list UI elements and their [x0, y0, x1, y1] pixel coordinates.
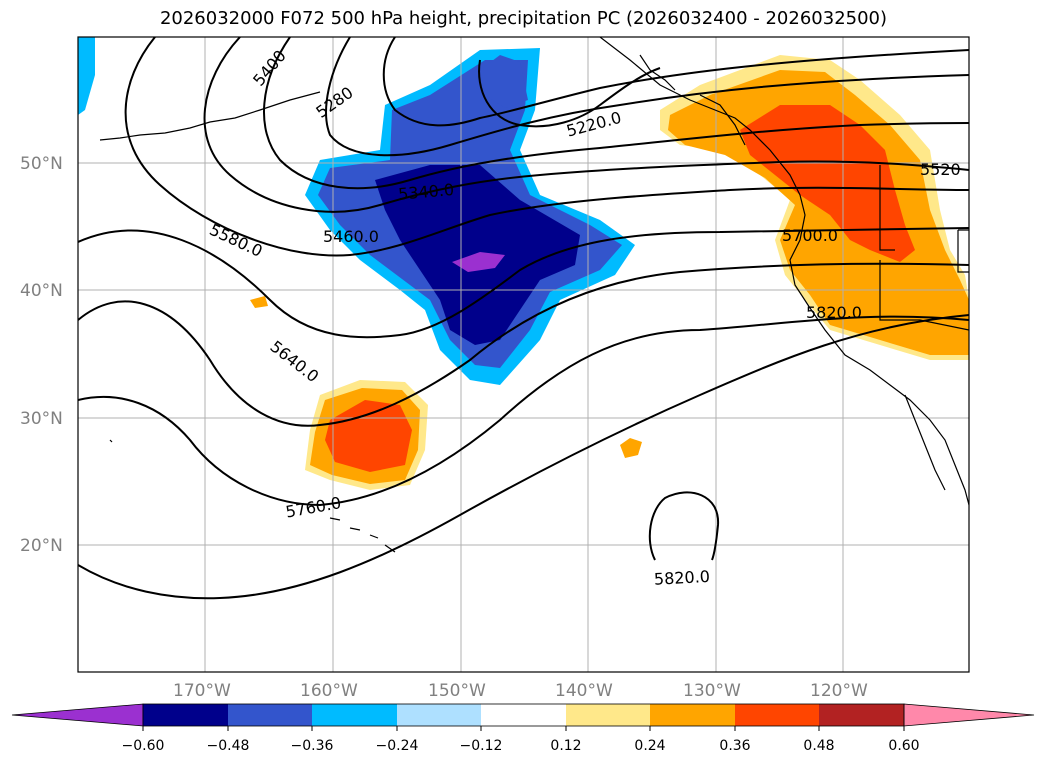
map-frame — [77, 36, 970, 673]
colorbar-tick-label: 0.36 — [719, 738, 750, 754]
lat-label: 50°N — [20, 154, 63, 174]
colorbar-tick-label: 0.48 — [803, 738, 834, 754]
colorbar-bin — [819, 704, 904, 726]
lon-label: 140°W — [555, 681, 613, 701]
longitude-labels: 170°W 160°W 150°W 140°W 130°W 120°W — [173, 681, 868, 701]
colorbar-bin — [566, 704, 650, 726]
latitude-labels: 50°N 40°N 30°N 20°N — [20, 154, 63, 556]
colorbar-tick-label: 0.60 — [888, 738, 919, 754]
contour-label: 5820.0 — [806, 303, 862, 322]
colorbar-ticks — [142, 726, 905, 731]
lat-label: 40°N — [20, 281, 63, 301]
colorbar-bin — [650, 704, 735, 726]
colorbar-bin — [735, 704, 819, 726]
colorbar-tick-label: −0.36 — [291, 738, 334, 754]
coastlines — [99, 37, 969, 553]
colorbar-tick-label: −0.24 — [376, 738, 419, 754]
lat-label: 30°N — [20, 409, 63, 429]
colorbar-tick-label: −0.60 — [122, 738, 165, 754]
colorbar-tick-label: 0.12 — [550, 738, 581, 754]
colorbar-under-triangle — [11, 703, 144, 727]
lon-label: 160°W — [300, 681, 358, 701]
colorbar-bin — [481, 704, 566, 726]
colorbar-tick-label: −0.12 — [460, 738, 503, 754]
colorbar-bin — [397, 704, 481, 726]
contour-label: 5340.0 — [397, 180, 454, 204]
colorbar-bin — [228, 704, 312, 726]
lon-label: 150°W — [428, 681, 486, 701]
colorbar-bin — [312, 704, 397, 726]
colorbar-over-triangle — [903, 703, 1035, 727]
contour-label: 5820.0 — [654, 567, 711, 589]
colorbar-bin — [143, 704, 228, 726]
negative-precip-anomaly — [78, 37, 635, 385]
map-title: 2026032000 F072 500 hPa height, precipit… — [159, 8, 888, 29]
colorbar: −0.60 −0.48 −0.36 −0.24 −0.12 0.12 0.24 … — [11, 703, 1035, 754]
lon-label: 170°W — [173, 681, 231, 701]
lon-label: 120°W — [810, 681, 868, 701]
lon-label: 130°W — [683, 681, 741, 701]
colorbar-tick-label: −0.48 — [207, 738, 250, 754]
colorbar-frame — [142, 703, 905, 727]
contour-label: 5700.0 — [782, 226, 838, 245]
colorbar-tick-label: 0.24 — [634, 738, 665, 754]
height-contours — [78, 37, 969, 600]
lat-label: 20°N — [20, 536, 63, 556]
contour-label: 5520 — [920, 160, 961, 179]
contour-label: 5460.0 — [323, 227, 379, 246]
